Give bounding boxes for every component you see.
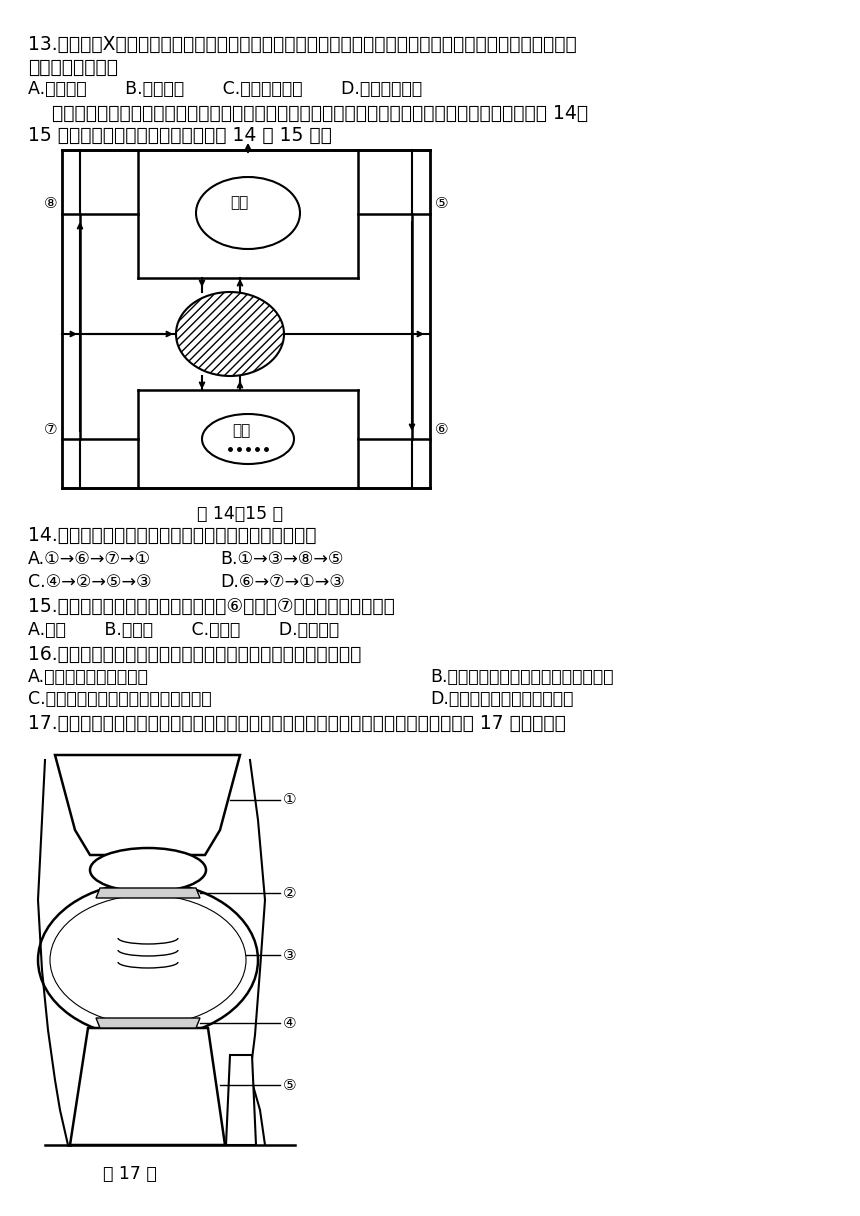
Text: B.环境的改变促进了森林古猿进化到人: B.环境的改变促进了森林古猿进化到人 xyxy=(430,668,613,686)
Polygon shape xyxy=(70,1028,225,1145)
Text: 15.若血液流经肆脏的组织，则与血管⑥相比，⑦中含量减少的物质有: 15.若血液流经肆脏的组织，则与血管⑥相比，⑦中含量减少的物质有 xyxy=(28,597,395,617)
Text: B.①→③→⑧→⑤: B.①→③→⑧→⑤ xyxy=(220,550,343,568)
Text: ①: ① xyxy=(283,793,297,807)
Text: 16.在达尔文的进化论里，关于人类的起源和发展，叙述错误的是: 16.在达尔文的进化论里，关于人类的起源和发展，叙述错误的是 xyxy=(28,644,361,664)
Text: ⑦: ⑦ xyxy=(44,422,58,437)
Text: ⑤: ⑤ xyxy=(435,197,449,212)
Text: C.④→②→⑤→③: C.④→②→⑤→③ xyxy=(28,573,151,591)
Text: A.①→⑥→⑦→①: A.①→⑥→⑦→① xyxy=(28,550,151,568)
Text: ④: ④ xyxy=(220,333,232,347)
Text: 过程描述正确的是: 过程描述正确的是 xyxy=(28,58,118,77)
Text: 组织: 组织 xyxy=(232,423,250,439)
Text: ③: ③ xyxy=(200,333,212,347)
Text: A.膏顶上升       B.膏肌舒张       C.肺内压力增大       D.胸腔容积扩大: A.膏顶上升 B.膏肌舒张 C.肺内压力增大 D.胸腔容积扩大 xyxy=(28,80,422,98)
Ellipse shape xyxy=(176,292,284,376)
Text: 肺泡: 肺泡 xyxy=(230,196,249,210)
Text: ⑤: ⑤ xyxy=(283,1077,297,1092)
Text: 题 14、15 图: 题 14、15 图 xyxy=(197,505,283,523)
Polygon shape xyxy=(55,755,240,855)
Text: ②: ② xyxy=(220,311,232,325)
Polygon shape xyxy=(226,1055,256,1145)
Text: 14.下列是有关血液在全身流动方向的表述，不正确的是: 14.下列是有关血液在全身流动方向的表述，不正确的是 xyxy=(28,527,316,545)
Text: ②: ② xyxy=(283,885,297,901)
Polygon shape xyxy=(96,1018,200,1028)
Ellipse shape xyxy=(202,413,294,465)
Text: D.⑥→⑦→①→③: D.⑥→⑦→①→③ xyxy=(220,573,345,591)
Text: ①: ① xyxy=(200,311,212,325)
Text: ⑧: ⑧ xyxy=(44,197,58,212)
Ellipse shape xyxy=(38,882,258,1038)
Ellipse shape xyxy=(90,848,206,893)
Text: 15 图是血液循环模式图，请分析回答 14 和 15 题。: 15 图是血液循环模式图，请分析回答 14 和 15 题。 xyxy=(28,126,332,145)
Text: A.尿素       B.蛋白质       C.血细胞       D.二氧化碳: A.尿素 B.蛋白质 C.血细胞 D.二氧化碳 xyxy=(28,621,339,638)
Text: 题 17 图: 题 17 图 xyxy=(103,1165,157,1183)
Text: 13.进行肺部X光检查时，医生常常要求受检者深吸气，这样便于更清晰地看到肺部组织的状况。下列对吸气: 13.进行肺部X光检查时，医生常常要求受检者深吸气，这样便于更清晰地看到肺部组织… xyxy=(28,35,577,54)
Text: C.部分森林古猿向直立行走的方向发展: C.部分森林古猿向直立行走的方向发展 xyxy=(28,689,212,708)
Polygon shape xyxy=(96,888,200,897)
Text: D.现代类人猿可以进化成人类: D.现代类人猿可以进化成人类 xyxy=(430,689,574,708)
Text: 17.运动时佩戴包裹紧实的护腔、护膝等护具可避免关节受伤，这些护具的作用相当于题 17 图结构中的: 17.运动时佩戴包裹紧实的护腔、护膝等护具可避免关节受伤，这些护具的作用相当于题… xyxy=(28,714,566,733)
Text: A.人类的祖先是森林古猿: A.人类的祖先是森林古猿 xyxy=(28,668,149,686)
Text: ④: ④ xyxy=(283,1015,297,1030)
Text: ③: ③ xyxy=(283,947,297,963)
Text: 循环系统将营养物质和氧迅速运往身体各处，同时将细胞产生的废物运走，维持正常的生命活动。题 14、: 循环系统将营养物质和氧迅速运往身体各处，同时将细胞产生的废物运走，维持正常的生命… xyxy=(28,105,588,123)
Ellipse shape xyxy=(50,895,246,1025)
Text: ⑥: ⑥ xyxy=(435,422,449,437)
Ellipse shape xyxy=(196,178,300,249)
